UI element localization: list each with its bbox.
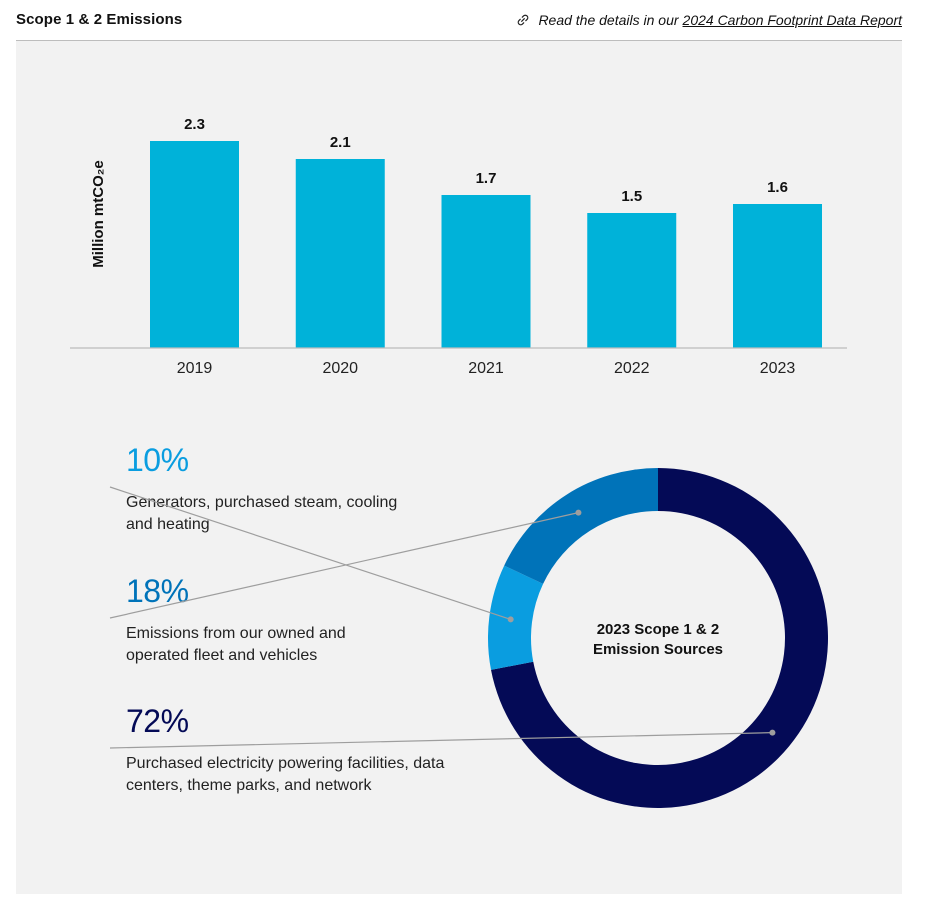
leader-lines: [109, 486, 776, 749]
x-tick-2019: 2019: [177, 360, 213, 377]
leader-dot-18pct: [575, 509, 582, 516]
callout-electricity: 72% Purchased electricity powering facil…: [126, 703, 486, 797]
leader-dot-72pct: [769, 729, 776, 736]
x-tick-2021: 2021: [468, 360, 504, 377]
x-tick-2020: 2020: [322, 360, 358, 377]
x-tick-2023: 2023: [760, 360, 796, 377]
bar-2020: [295, 159, 385, 348]
header: Scope 1 & 2 Emissions Read the details i…: [16, 0, 902, 41]
donut-slices: [488, 468, 828, 809]
data-label-2019: 2.3: [184, 116, 205, 133]
callout-value: 72%: [126, 703, 189, 739]
leader-dot-10pct: [507, 616, 514, 623]
bar-2021: [441, 195, 531, 348]
chart-panel: Million mtCO₂e 2.3 2019 2.1 2020 1.7 2021 1.5 2…: [16, 41, 902, 894]
leader-line-10pct: [109, 486, 511, 620]
link-prefix: Read the details in our: [538, 12, 679, 28]
data-label-2022: 1.5: [621, 188, 642, 205]
donut-center-title-line1: 2023 Scope 1 & 2: [597, 621, 720, 638]
bar-2023: [733, 204, 822, 348]
report-link-row[interactable]: Read the details in our 2024 Carbon Foot…: [516, 12, 902, 28]
y-axis-label: Million mtCO₂e: [90, 160, 107, 268]
callout-value: 10%: [126, 442, 189, 478]
donut-slice-18pct: [504, 468, 658, 584]
x-tick-2022: 2022: [614, 360, 650, 377]
report-link[interactable]: 2024 Carbon Footprint Data Report: [682, 12, 902, 28]
page-title: Scope 1 & 2 Emissions: [16, 11, 183, 28]
bars-group: 2.3 2019 2.1 2020 1.7 2021 1.5 2022 1.6 2023: [150, 116, 822, 377]
donut-slice-10pct: [488, 565, 544, 670]
callout-fleet: 18% Emissions from our owned and operate…: [126, 573, 486, 667]
leader-line-18pct: [109, 512, 579, 619]
data-label-2020: 2.1: [330, 134, 351, 151]
callout-label: Purchased electricity powering facilitie…: [126, 755, 445, 794]
callout-generators: 10% Generators, purchased steam, cooling…: [126, 442, 486, 536]
bar-2022: [587, 213, 677, 348]
bar-chart: Million mtCO₂e 2.320192.120201.720211.52…: [70, 116, 847, 377]
data-label-2023: 1.6: [767, 179, 788, 196]
callout-label: Generators, purchased steam, cooling and…: [126, 494, 398, 533]
leader-line-72pct: [109, 732, 773, 749]
bar-2019: [150, 141, 239, 348]
donut-center-title-line2: Emission Sources: [593, 641, 723, 658]
callout-label: Emissions from our owned and operated fl…: [126, 625, 346, 664]
link-icon: [518, 14, 529, 26]
donut-chart: 2023 Scope 1 & 2 Emission Sources: [109, 468, 828, 809]
data-label-2021: 1.7: [476, 170, 497, 187]
